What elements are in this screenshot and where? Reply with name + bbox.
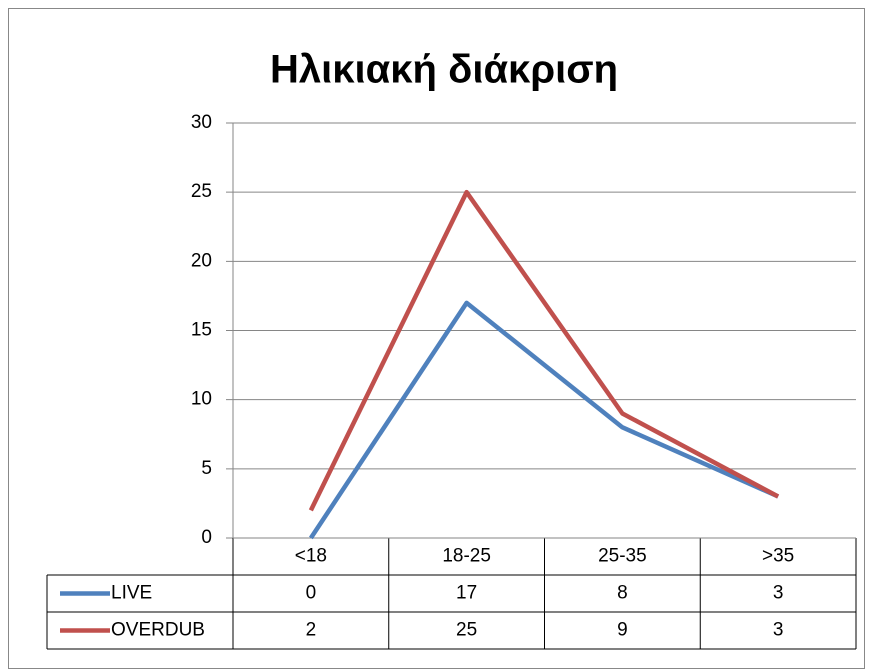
chart-title: Ηλικιακή διάκριση: [270, 48, 618, 92]
y-tick-label: 5: [201, 458, 212, 479]
y-tick-label: 15: [191, 320, 212, 341]
table-value: 25: [456, 620, 477, 641]
x-tick-label: 25-35: [598, 546, 647, 567]
y-tick-label: 30: [191, 112, 212, 133]
table-value: 3: [773, 620, 784, 641]
y-tick-label: 10: [191, 389, 212, 410]
table-value: 2: [306, 620, 317, 641]
y-tick-label: 0: [201, 527, 212, 548]
table-value: 8: [617, 583, 628, 604]
series-line: [308, 189, 780, 512]
x-tick-label: <18: [295, 546, 327, 567]
chart-border: [8, 8, 865, 669]
series-line: [308, 300, 780, 540]
table-value: 9: [617, 620, 628, 641]
table-value: 3: [773, 583, 784, 604]
x-tick-label: 18-25: [442, 546, 491, 567]
legend-label: LIVE: [111, 583, 152, 604]
x-tick-label: >35: [762, 546, 794, 567]
table-value: 0: [306, 583, 317, 604]
y-tick-label: 25: [191, 181, 212, 202]
legend-label: OVERDUB: [111, 620, 205, 641]
y-tick-label: 20: [191, 250, 212, 271]
table-value: 17: [456, 583, 477, 604]
